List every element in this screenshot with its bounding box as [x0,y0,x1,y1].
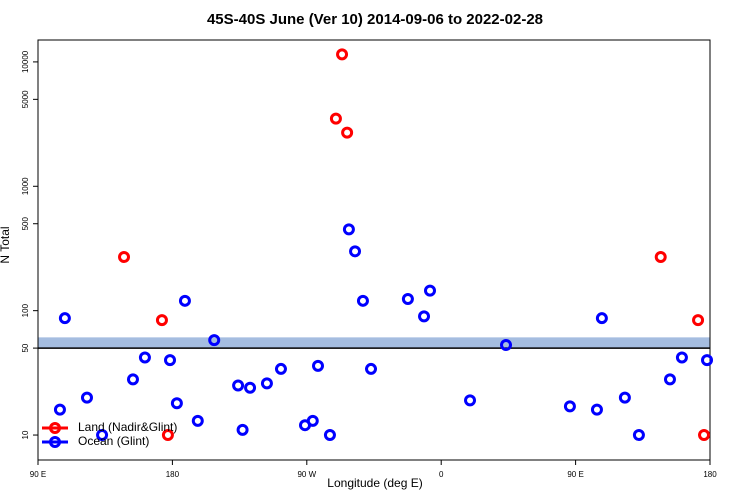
point [341,126,354,139]
point [464,394,477,407]
point [365,362,378,375]
point [563,400,576,413]
legend-marker [49,422,61,434]
point [96,429,109,442]
y-axis-label: N Total [0,226,12,263]
y-tick-label: 50 [21,343,30,352]
x-tick-label: 90 E [567,470,583,479]
point [323,429,336,442]
y-tick-label: 1000 [21,177,30,195]
point [164,354,177,367]
point [58,312,71,325]
x-tick-label: 180 [703,470,717,479]
point [232,379,245,392]
point [191,414,204,427]
point [138,351,151,364]
point [654,251,667,264]
point [155,314,168,327]
point [312,359,324,372]
point [329,112,342,125]
x-axis-label: Longitude (deg E) [327,476,422,490]
point [336,48,349,61]
point [80,391,93,404]
x-tick-label: 90 W [297,470,316,479]
point [274,362,287,375]
point [590,403,603,416]
legend-label: Land (Nadir&Glint) [78,420,177,434]
point [208,334,221,347]
point [701,354,714,367]
y-tick-label: 500 [21,217,30,231]
legend-label: Ocean (Glint) [78,434,149,448]
point [401,293,414,306]
point [118,251,131,264]
x-tick-label: 180 [166,470,180,479]
point [500,338,513,351]
y-tick-label: 100 [21,303,30,317]
y-tick-label: 5000 [21,90,30,108]
point [306,414,319,427]
point [342,223,355,236]
point [356,294,369,307]
y-tick-label: 10 [21,430,30,439]
x-tick-label: 90 E [30,470,46,479]
x-tick-label: 0 [439,470,444,479]
plot-frame [37,39,711,461]
band [38,337,710,349]
point [595,312,608,325]
y-tick-label: 10000 [21,50,30,73]
chart-title: 45S-40S June (Ver 10) 2014-09-06 to 2022… [207,11,543,28]
point [675,351,688,364]
legend-marker [49,436,61,448]
point [126,373,139,386]
point [161,429,174,442]
point [424,284,436,297]
point [632,429,645,442]
point [663,373,676,386]
point [53,403,66,416]
point [698,429,711,442]
point [178,294,191,307]
point [260,377,273,390]
point [244,381,257,394]
point [692,314,705,327]
point [236,423,249,436]
point [418,310,431,323]
point [349,245,362,258]
point [170,397,183,410]
point [618,391,631,404]
